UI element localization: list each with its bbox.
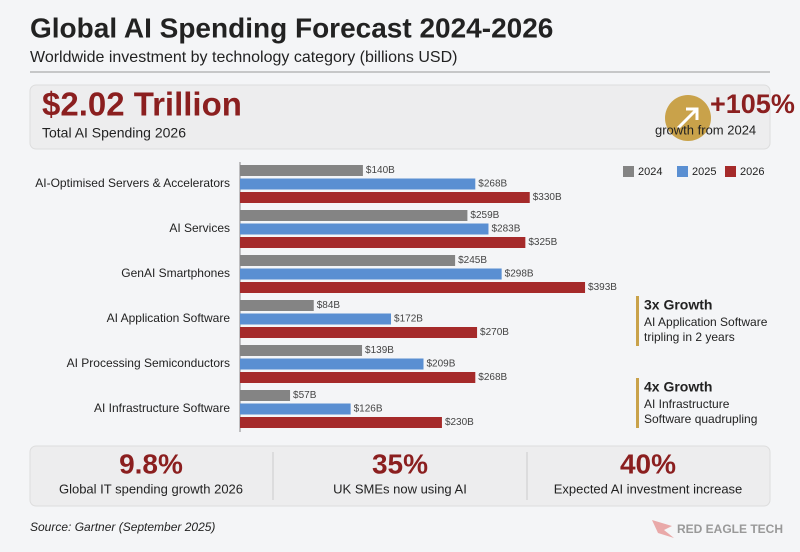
value-label: $57B xyxy=(293,390,317,401)
annotation-text: AI Infrastructure xyxy=(644,397,730,411)
value-label: $126B xyxy=(354,404,383,415)
value-label: $268B xyxy=(478,372,507,383)
bar xyxy=(240,268,502,280)
value-label: $230B xyxy=(445,417,474,428)
value-label: $283B xyxy=(491,224,520,235)
value-label: $84B xyxy=(317,300,341,311)
growth-label: growth from 2024 xyxy=(655,122,756,137)
legend-label: 2025 xyxy=(692,166,716,178)
category-label: AI Services xyxy=(169,221,230,235)
legend-swatch xyxy=(725,166,736,177)
category-label: AI-Optimised Servers & Accelerators xyxy=(35,176,230,190)
bar xyxy=(240,327,478,338)
brand: RED EAGLE TECH xyxy=(677,522,783,536)
source: Source: Gartner (September 2025) xyxy=(30,520,215,534)
value-label: $259B xyxy=(470,210,499,221)
bar xyxy=(240,165,363,176)
headline-value: $2.02 Trillion xyxy=(42,86,242,123)
category-label: AI Application Software xyxy=(107,311,231,325)
value-label: $172B xyxy=(394,314,423,325)
value-label: $139B xyxy=(365,345,394,356)
value-label: $209B xyxy=(427,359,456,370)
bar xyxy=(240,282,586,293)
brand-logo xyxy=(652,520,674,538)
value-label: $393B xyxy=(588,282,617,293)
growth-value: +105% xyxy=(710,89,795,119)
stat-value: 9.8% xyxy=(119,448,183,479)
legend-label: 2026 xyxy=(740,166,764,178)
bar xyxy=(240,358,424,370)
bar xyxy=(240,223,489,235)
value-label: $325B xyxy=(528,237,557,248)
headline-label: Total AI Spending 2026 xyxy=(42,125,186,141)
value-label: $298B xyxy=(505,269,534,280)
category-label: GenAI Smartphones xyxy=(121,266,230,280)
bar xyxy=(240,313,392,325)
bar-chart: AI-Optimised Servers & Accelerators $140B… xyxy=(35,162,764,432)
annotation-text: AI Application Software xyxy=(644,315,768,329)
headline-card xyxy=(29,84,771,150)
stat-value: 40% xyxy=(620,448,676,479)
bar xyxy=(240,345,363,356)
stat-label: Global IT spending growth 2026 xyxy=(59,481,243,496)
annotation-bar xyxy=(636,296,639,346)
stat-label: UK SMEs now using AI xyxy=(333,481,467,496)
title: Global AI Spending Forecast 2024-2026 xyxy=(30,12,553,43)
bar xyxy=(240,417,442,428)
bar xyxy=(240,255,456,266)
annotation-text: tripling in 2 years xyxy=(644,330,735,344)
category-label: AI Processing Semiconductors xyxy=(67,356,230,370)
bar xyxy=(240,192,530,203)
value-label: $270B xyxy=(480,327,509,338)
value-label: $330B xyxy=(533,192,562,203)
legend-swatch xyxy=(677,166,688,177)
stat-label: Expected AI investment increase xyxy=(554,481,743,496)
bar xyxy=(240,390,291,401)
category-label: AI Infrastructure Software xyxy=(94,401,230,415)
subtitle: Worldwide investment by technology categ… xyxy=(30,49,457,66)
bar xyxy=(240,403,351,415)
bar xyxy=(240,178,476,190)
annotation-text: Software quadrupling xyxy=(644,412,757,426)
legend-swatch xyxy=(623,166,634,177)
stats-card xyxy=(29,445,771,507)
value-label: $140B xyxy=(366,165,395,176)
growth-arrow xyxy=(676,107,699,130)
legend-label: 2024 xyxy=(638,166,662,178)
bar xyxy=(240,210,468,221)
value-label: $268B xyxy=(478,179,507,190)
annotation-title: 4x Growth xyxy=(644,379,712,395)
annotation-bar xyxy=(636,378,639,428)
stat-value: 35% xyxy=(372,448,428,479)
annotation-title: 3x Growth xyxy=(644,297,712,313)
bar xyxy=(240,300,314,311)
bar xyxy=(240,372,476,383)
value-label: $245B xyxy=(458,255,487,266)
bar xyxy=(240,237,526,248)
